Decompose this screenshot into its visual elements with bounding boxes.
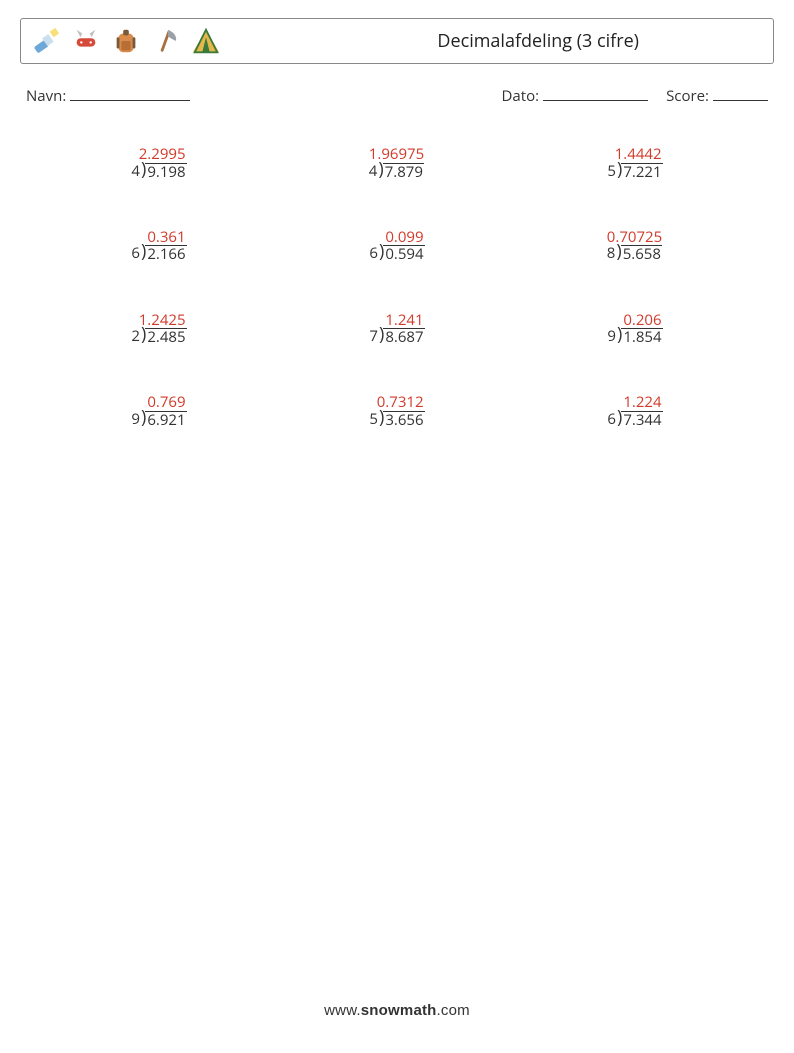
problem-cell: 0.0996)0.594 (288, 229, 506, 264)
axe-icon (151, 26, 181, 56)
bracket-dividend: )7.879 (378, 163, 424, 181)
bracket-dividend: )6.921 (141, 411, 187, 429)
division-problem: 0.2069)1.854 (607, 312, 662, 347)
score-label: Score: (666, 86, 709, 106)
division-line: 8)5.658 (607, 245, 663, 263)
bracket-dividend: )2.166 (141, 245, 187, 263)
division-line: 4)7.879 (369, 163, 425, 181)
division-line: 9)6.921 (131, 411, 186, 429)
divisor: 6 (131, 245, 141, 262)
problem-cell: 2.29954)9.198 (50, 146, 268, 181)
division-problem: 1.2417)8.687 (369, 312, 424, 347)
dividend: 7.221 (621, 163, 662, 181)
dividend: 9.198 (145, 163, 186, 181)
divisor: 7 (369, 328, 379, 345)
division-problem: 0.7699)6.921 (131, 394, 186, 429)
division-line: 7)8.687 (369, 328, 424, 346)
score-field: Score: (666, 86, 768, 106)
bracket-dividend: )3.656 (379, 411, 425, 429)
footer-suffix: .com (437, 1002, 470, 1019)
division-line: 5)3.656 (369, 411, 424, 429)
header-icons (31, 26, 221, 56)
tent-icon (191, 26, 221, 56)
footer-brand: snowmath (361, 1002, 437, 1019)
bracket-dividend: )9.198 (141, 163, 187, 181)
footer-prefix: www. (324, 1002, 361, 1019)
division-problem: 1.969754)7.879 (369, 146, 425, 181)
quotient: 0.70725 (607, 229, 663, 246)
worksheet-page: Decimalafdeling (3 cifre) Navn: Dato: Sc… (0, 0, 794, 1053)
dividend: 5.658 (621, 245, 662, 263)
divisor: 6 (369, 245, 379, 262)
division-problem: 1.2246)7.344 (607, 394, 662, 429)
quotient: 1.96975 (369, 146, 425, 163)
bracket-dividend: )1.854 (617, 328, 663, 346)
date-blank[interactable] (543, 86, 648, 101)
problem-cell: 0.3616)2.166 (50, 229, 268, 264)
dividend: 0.594 (383, 245, 424, 263)
bracket-dividend: )7.221 (617, 163, 663, 181)
problem-cell: 1.969754)7.879 (288, 146, 506, 181)
worksheet-title: Decimalafdeling (3 cifre) (437, 29, 639, 53)
bracket-dividend: )8.687 (379, 328, 425, 346)
meta-row: Navn: Dato: Score: (26, 86, 768, 106)
dividend: 2.485 (145, 328, 186, 346)
backpack-icon (111, 26, 141, 56)
division-line: 5)7.221 (607, 163, 662, 181)
division-line: 9)1.854 (607, 328, 662, 346)
divisor: 6 (607, 411, 617, 428)
divisor: 2 (131, 328, 141, 345)
footer-url: www.snowmath.com (0, 1002, 794, 1019)
name-label: Navn: (26, 86, 66, 106)
problem-cell: 0.2069)1.854 (526, 312, 744, 347)
division-line: 6)0.594 (369, 245, 424, 263)
problems-grid: 2.29954)9.1981.969754)7.8791.44425)7.221… (20, 146, 774, 429)
name-blank[interactable] (70, 86, 190, 101)
problem-cell: 1.44425)7.221 (526, 146, 744, 181)
bracket-dividend: )0.594 (379, 245, 425, 263)
division-problem: 0.0996)0.594 (369, 229, 424, 264)
problem-cell: 1.2246)7.344 (526, 394, 744, 429)
divisor: 4 (131, 163, 141, 180)
flashlight-icon (31, 26, 61, 56)
problem-cell: 1.24252)2.485 (50, 312, 268, 347)
bracket-dividend: )7.344 (617, 411, 663, 429)
division-problem: 1.44425)7.221 (607, 146, 662, 181)
division-problem: 0.707258)5.658 (607, 229, 663, 264)
division-line: 2)2.485 (131, 328, 186, 346)
division-problem: 0.73125)3.656 (369, 394, 424, 429)
divisor: 9 (131, 411, 141, 428)
divisor: 9 (607, 328, 617, 345)
header-box: Decimalafdeling (3 cifre) (20, 18, 774, 64)
problem-cell: 0.7699)6.921 (50, 394, 268, 429)
division-line: 6)7.344 (607, 411, 662, 429)
dividend: 3.656 (383, 411, 424, 429)
divisor: 5 (607, 163, 617, 180)
divisor: 5 (369, 411, 379, 428)
dividend: 7.879 (383, 163, 424, 181)
score-blank[interactable] (713, 86, 768, 101)
problem-cell: 0.73125)3.656 (288, 394, 506, 429)
date-label: Dato: (502, 86, 540, 106)
problem-cell: 0.707258)5.658 (526, 229, 744, 264)
divisor: 8 (607, 245, 617, 262)
bracket-dividend: )2.485 (141, 328, 187, 346)
division-problem: 0.3616)2.166 (131, 229, 186, 264)
dividend: 8.687 (383, 328, 424, 346)
problem-cell: 1.2417)8.687 (288, 312, 506, 347)
name-field: Navn: (26, 86, 190, 106)
division-line: 4)9.198 (131, 163, 186, 181)
dividend: 6.921 (145, 411, 186, 429)
division-line: 6)2.166 (131, 245, 186, 263)
date-field: Dato: (502, 86, 649, 106)
divisor: 4 (369, 163, 379, 180)
dividend: 1.854 (621, 328, 662, 346)
dividend: 2.166 (145, 245, 186, 263)
dividend: 7.344 (621, 411, 662, 429)
division-problem: 2.29954)9.198 (131, 146, 186, 181)
bracket-dividend: )5.658 (616, 245, 662, 263)
swiss-knife-icon (71, 26, 101, 56)
division-problem: 1.24252)2.485 (131, 312, 186, 347)
